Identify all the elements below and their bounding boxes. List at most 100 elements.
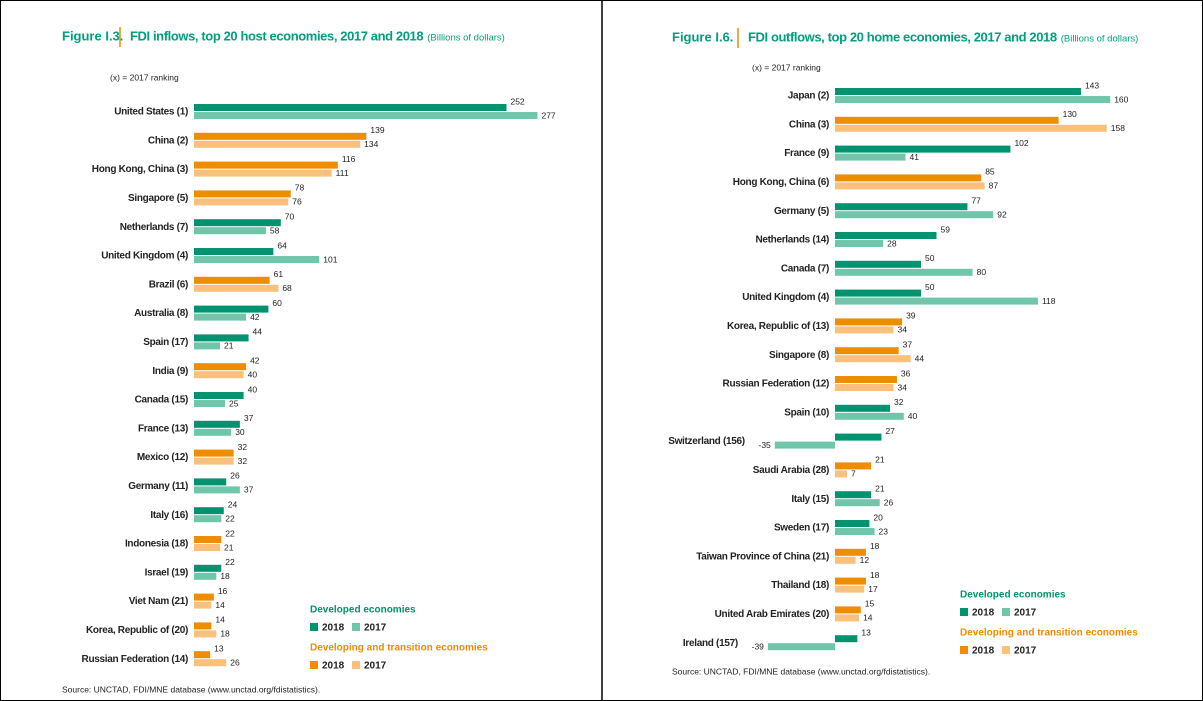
bar bbox=[194, 478, 227, 486]
bar bbox=[194, 227, 266, 235]
value-label: 85 bbox=[985, 167, 995, 177]
bar bbox=[835, 174, 982, 182]
bar bbox=[194, 651, 211, 659]
category-label: Singapore (5) bbox=[128, 193, 188, 204]
value-label: 40 bbox=[248, 384, 258, 394]
category-label: Saudi Arabia (28) bbox=[753, 465, 829, 476]
bar bbox=[194, 363, 247, 371]
category-label: Korea, Republic of (20) bbox=[86, 625, 188, 636]
bar bbox=[835, 520, 870, 527]
value-label: 40 bbox=[248, 369, 258, 379]
value-label: 50 bbox=[925, 253, 935, 263]
bar bbox=[835, 88, 1081, 95]
bar bbox=[835, 585, 865, 593]
category-label: Viet Nam (21) bbox=[129, 596, 188, 607]
category-label: India (9) bbox=[152, 366, 188, 377]
category-label: United Kingdom (4) bbox=[101, 251, 188, 262]
bar bbox=[835, 577, 866, 585]
legend-swatch bbox=[310, 661, 318, 669]
bar bbox=[835, 491, 872, 499]
bar bbox=[194, 305, 269, 313]
bar bbox=[835, 470, 848, 478]
value-label: 37 bbox=[903, 339, 913, 349]
value-label: 37 bbox=[244, 413, 254, 423]
bar bbox=[835, 376, 897, 383]
bar bbox=[194, 284, 279, 292]
value-label: 17 bbox=[868, 584, 878, 594]
bar bbox=[767, 643, 835, 651]
bar bbox=[835, 232, 937, 239]
category-label: Russian Federation (14) bbox=[82, 654, 188, 665]
bar bbox=[194, 371, 244, 379]
category-label: Spain (17) bbox=[143, 337, 188, 348]
category-label: Japan (2) bbox=[788, 91, 829, 102]
bar bbox=[835, 384, 894, 391]
source-note: Source: UNCTAD, FDI/MNE database (www.un… bbox=[672, 666, 930, 676]
bar bbox=[835, 556, 856, 564]
value-label: -39 bbox=[752, 641, 765, 651]
bar bbox=[194, 190, 291, 198]
bar bbox=[835, 528, 875, 535]
bar bbox=[194, 622, 212, 630]
value-label: 36 bbox=[901, 368, 911, 378]
value-label: 60 bbox=[272, 298, 282, 308]
value-label: 13 bbox=[214, 643, 224, 653]
category-label: Spain (10) bbox=[784, 407, 829, 418]
bar bbox=[835, 260, 921, 268]
category-label: Thailand (18) bbox=[771, 580, 829, 591]
bar bbox=[835, 240, 884, 247]
category-label: China (2) bbox=[148, 135, 188, 146]
category-label: Italy (16) bbox=[150, 510, 188, 521]
bar bbox=[194, 659, 227, 667]
legend-group: Developed economies bbox=[310, 605, 416, 616]
value-label: 27 bbox=[885, 426, 895, 436]
bar bbox=[194, 112, 538, 119]
value-label: 21 bbox=[875, 455, 885, 465]
category-label: China (3) bbox=[789, 119, 829, 130]
bar bbox=[835, 412, 904, 420]
bar bbox=[194, 132, 367, 140]
legend-label: 2018 bbox=[322, 623, 345, 634]
bar bbox=[194, 544, 221, 551]
bar bbox=[194, 276, 270, 284]
bar bbox=[835, 499, 880, 507]
value-label: 21 bbox=[875, 483, 885, 493]
ranking-note: (x) = 2017 ranking bbox=[110, 72, 179, 82]
value-label: 12 bbox=[860, 555, 870, 565]
category-label: Germany (11) bbox=[128, 481, 188, 492]
value-label: 277 bbox=[541, 110, 555, 120]
value-label: 24 bbox=[228, 499, 238, 509]
category-label: Mexico (12) bbox=[137, 452, 188, 463]
category-label: Switzerland (156) bbox=[668, 436, 745, 447]
bar bbox=[835, 635, 858, 643]
source-note: Source: UNCTAD, FDI/MNE database (www.un… bbox=[62, 684, 320, 694]
bar bbox=[835, 145, 1011, 153]
bar bbox=[835, 548, 866, 556]
legend-swatch bbox=[352, 661, 360, 669]
value-label: 37 bbox=[244, 485, 254, 495]
value-label: 14 bbox=[215, 600, 225, 610]
legend-swatch bbox=[1002, 608, 1010, 616]
value-label: 34 bbox=[897, 382, 907, 392]
bar bbox=[194, 630, 217, 638]
value-label: 58 bbox=[270, 225, 280, 235]
value-label: 39 bbox=[906, 311, 916, 321]
category-label: Canada (15) bbox=[135, 395, 188, 406]
value-label: 13 bbox=[861, 627, 871, 637]
category-label: Hong Kong, China (6) bbox=[733, 177, 829, 188]
value-label: 42 bbox=[250, 355, 260, 365]
bar bbox=[194, 449, 234, 457]
category-label: United States (1) bbox=[114, 107, 188, 118]
figure-label: Figure I.3. bbox=[62, 28, 123, 43]
category-label: France (9) bbox=[784, 148, 829, 159]
category-label: Taiwan Province of China (21) bbox=[696, 551, 829, 562]
bar bbox=[774, 441, 835, 449]
value-label: 16 bbox=[218, 586, 228, 596]
value-label: 26 bbox=[884, 497, 894, 507]
value-label: 134 bbox=[364, 139, 378, 149]
value-label: 25 bbox=[229, 398, 239, 408]
bar bbox=[835, 96, 1111, 103]
bar bbox=[194, 572, 217, 580]
category-label: Russian Federation (12) bbox=[723, 379, 829, 390]
